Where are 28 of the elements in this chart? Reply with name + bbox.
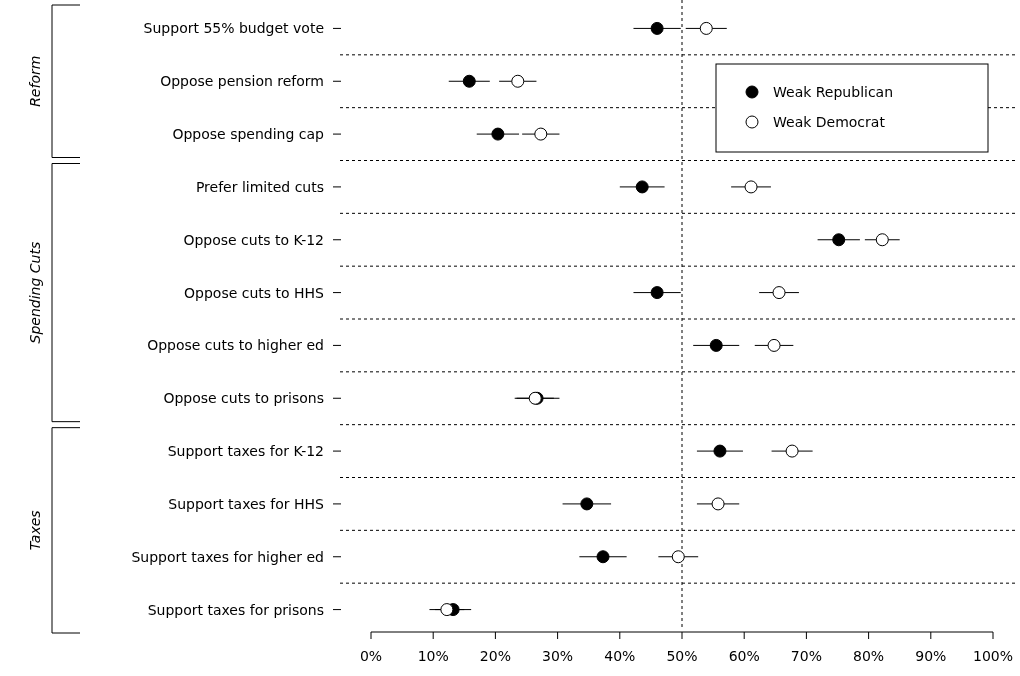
y-tick-label: Oppose spending cap [172, 126, 325, 143]
y-tick-label: Prefer limited cuts [195, 178, 324, 195]
y-tick-label: Oppose cuts to HHS [184, 284, 325, 301]
y-tick-label: Support taxes for prisons [147, 601, 324, 618]
y-tick-label: Oppose cuts to prisons [163, 390, 324, 407]
text: Taxes [27, 510, 43, 551]
x-tick-label: 100% [972, 648, 1014, 664]
y-tick-label: Oppose pension reform [160, 73, 324, 90]
y-tick-label: Oppose cuts to K-12 [183, 231, 324, 248]
text: Spending Cuts [27, 241, 43, 344]
y-tick-label: Support taxes for K-12 [167, 443, 324, 460]
y-tick-label: Support taxes for HHS [168, 495, 325, 512]
x-tick-label: 40% [604, 648, 636, 664]
y-tick-label: Oppose cuts to higher ed [147, 337, 324, 354]
x-tick-label: 0% [359, 648, 383, 664]
text: Reform [27, 55, 43, 107]
y-tick-label: Support taxes for higher ed [131, 548, 324, 565]
legend-label: Weak Republican [773, 84, 894, 100]
legend-label: Weak Democrat [773, 114, 886, 130]
x-tick-label: 50% [666, 648, 698, 664]
x-tick-label: 70% [790, 648, 822, 664]
x-tick-label: 80% [853, 648, 885, 664]
x-tick-label: 30% [542, 648, 574, 664]
x-tick-label: 60% [728, 648, 760, 664]
x-tick-label: 10% [417, 648, 449, 664]
x-tick-label: 90% [915, 648, 947, 664]
y-tick-label: Support 55% budget vote [143, 20, 324, 37]
x-tick-label: 20% [479, 648, 511, 664]
